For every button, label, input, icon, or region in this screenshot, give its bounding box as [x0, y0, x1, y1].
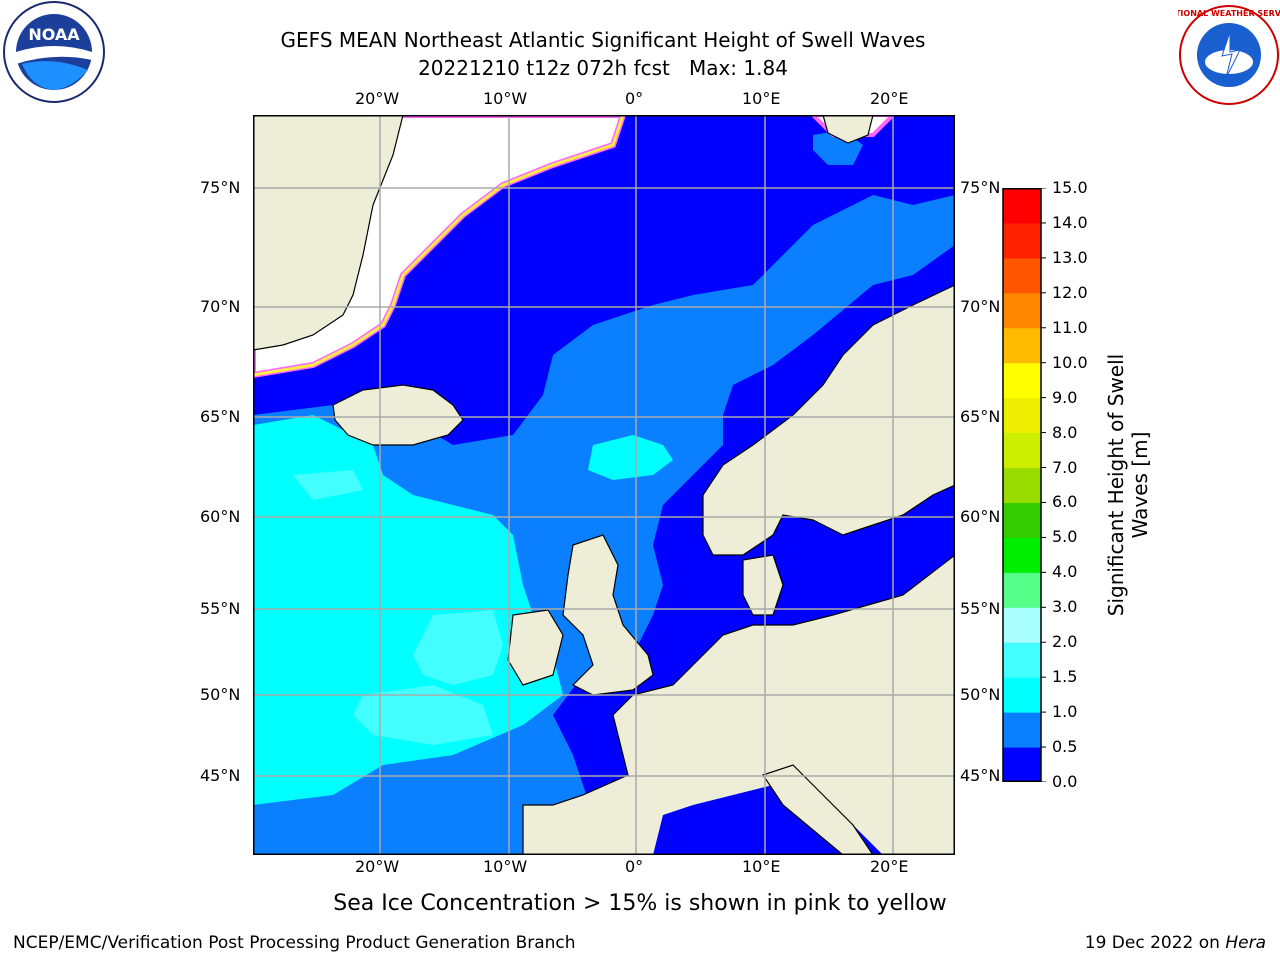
- footer-date: 19 Dec 2022 on: [1084, 933, 1226, 953]
- lat-label-left-75N: 75°N: [200, 178, 241, 197]
- footer-left: NCEP/EMC/Verification Post Processing Pr…: [13, 933, 576, 953]
- map-panel: [253, 115, 955, 855]
- lat-label-right-60N: 60°N: [960, 507, 1001, 526]
- colorbar-tick-label: 4.0: [1052, 562, 1078, 582]
- chart-title-line1: GEFS MEAN Northeast Atlantic Significant…: [280, 28, 926, 52]
- colorbar: [1002, 188, 1046, 782]
- colorbar-segment: [1003, 257, 1041, 294]
- lat-label-left-70N: 70°N: [200, 297, 241, 316]
- colorbar-segment: [1003, 397, 1041, 434]
- colorbar-segment: [1003, 467, 1041, 503]
- colorbar-tick-label: 15.0: [1052, 178, 1088, 197]
- colorbar-segment: [1003, 362, 1041, 399]
- lon-label-top-10W: 10°W: [483, 89, 528, 108]
- ice-caption: Sea Ice Concentration > 15% is shown in …: [333, 891, 947, 916]
- swell-band-1.5-2.0: [413, 610, 503, 685]
- colorbar-segment: [1003, 572, 1041, 608]
- swell-band-1.0-1.5-norwegian: [588, 435, 673, 480]
- colorbar-segment: [1003, 607, 1041, 643]
- colorbar-segment: [1003, 712, 1041, 748]
- colorbar-tick-label: 0.5: [1052, 737, 1078, 757]
- colorbar-tick-label: 7.0: [1052, 457, 1078, 477]
- colorbar-tick-label: 10.0: [1052, 352, 1088, 372]
- land-continent: [522, 554, 955, 855]
- land-greenland: [253, 115, 404, 351]
- swell-band-1.0-1.5-south: [253, 415, 563, 805]
- colorbar-segment: [1003, 292, 1041, 329]
- colorbar-tick-label: 0.0: [1052, 772, 1078, 791]
- lat-label-right-55N: 55°N: [960, 599, 1001, 618]
- colorbar-ticks: 0.0 0.5 1.0 1.5 2.0 3.0 4.0 5.0 6.0 7.0 8.0 9.0 10.0…: [1052, 178, 1112, 791]
- colorbar-segment: [1003, 747, 1041, 782]
- lat-label-left-60N: 60°N: [200, 507, 241, 526]
- lat-label-left-50N: 50°N: [200, 685, 241, 704]
- land-britain: [562, 534, 654, 696]
- colorbar-tick-label: 14.0: [1052, 212, 1088, 232]
- colorbar-segment: [1003, 642, 1041, 678]
- nws-logo-text: NATIONAL WEATHER SERVICE: [1178, 9, 1280, 18]
- footer-right: 19 Dec 2022 on Hera: [1085, 933, 1266, 953]
- colorbar-tick-label: 1.0: [1052, 702, 1078, 722]
- sea-ice-edge-yellow: [253, 115, 625, 377]
- chart-title-line2: 20221210 t12z 072h fcst Max: 1.84: [418, 56, 788, 80]
- lat-label-left-45N: 45°N: [200, 766, 241, 785]
- colorbar-tick-label: 5.0: [1052, 527, 1078, 547]
- lat-label-right-50N: 50°N: [960, 685, 1001, 704]
- colorbar-segment: [1003, 502, 1041, 538]
- colorbar-segment: [1003, 222, 1041, 259]
- land-svalbard: [822, 115, 874, 144]
- swell-band-1.5-2.0-b: [353, 685, 493, 745]
- swell-band-1.5-2.0-c: [293, 470, 363, 500]
- lon-label-bottom-10W: 10°W: [483, 857, 528, 876]
- lon-label-top-20E: 20°E: [870, 89, 909, 108]
- lon-label-bottom-0: 0°: [625, 857, 644, 876]
- map-frame: [253, 115, 955, 855]
- land-ireland: [507, 609, 564, 686]
- lat-label-right-70N: 70°N: [960, 297, 1001, 316]
- colorbar-tick-label: 3.0: [1052, 597, 1078, 617]
- lon-label-bottom-10E: 10°E: [742, 857, 781, 876]
- colorbar-segment: [1003, 188, 1041, 224]
- colorbar-segment: [1003, 537, 1041, 573]
- colorbar-tick-label: 12.0: [1052, 282, 1088, 302]
- colorbar-title-line1: Significant Height of Swell: [1104, 353, 1128, 617]
- land-iceland: [332, 384, 464, 446]
- colorbar-tick-label: 13.0: [1052, 247, 1088, 267]
- lat-label-left-55N: 55°N: [200, 599, 241, 618]
- lat-label-right-65N: 65°N: [960, 407, 1001, 426]
- colorbar-tick-label: 2.0: [1052, 632, 1078, 652]
- colorbar-tick-label: 1.5: [1052, 667, 1078, 687]
- colorbar-segment: [1003, 327, 1041, 364]
- noaa-logo-text: NOAA: [28, 25, 80, 44]
- lat-label-right-45N: 45°N: [960, 766, 1001, 785]
- land-denmark: [742, 554, 784, 616]
- noaa-logo: NOAA: [2, 0, 110, 108]
- colorbar-tick-label: 8.0: [1052, 422, 1078, 442]
- lon-label-bottom-20W: 20°W: [355, 857, 400, 876]
- footer-host: Hera: [1225, 933, 1266, 953]
- lon-label-top-10E: 10°E: [742, 89, 781, 108]
- lat-label-left-65N: 65°N: [200, 407, 241, 426]
- colorbar-tick-label: 11.0: [1052, 317, 1088, 337]
- nws-logo: NATIONAL WEATHER SERVICE: [1163, 4, 1280, 112]
- graticule: [253, 115, 955, 855]
- lon-label-top-20W: 20°W: [355, 89, 400, 108]
- colorbar-tick-label: 6.0: [1052, 492, 1078, 512]
- colorbar-title-line2: Waves [m]: [1128, 431, 1152, 539]
- colorbar-segment: [1003, 432, 1041, 469]
- colorbar-frame: [1002, 188, 1042, 782]
- lat-label-right-75N: 75°N: [960, 178, 1001, 197]
- colorbar-segment: [1003, 677, 1041, 713]
- colorbar-tick-label: 9.0: [1052, 387, 1078, 407]
- land-italy: [762, 764, 874, 855]
- lon-label-top-0: 0°: [625, 89, 644, 108]
- lon-label-bottom-20E: 20°E: [870, 857, 909, 876]
